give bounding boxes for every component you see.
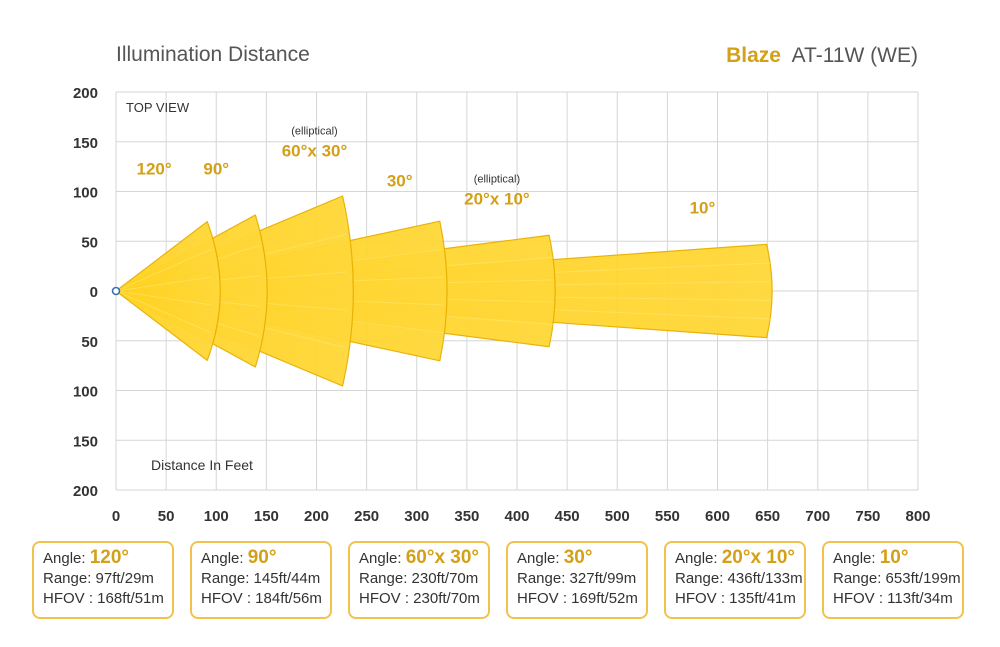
x-tick-label: 350 [454, 508, 479, 525]
beam-ray [115, 290, 212, 306]
model-name: AT-11W (WE) [792, 44, 918, 67]
spec-card-90: Angle: 90° Range: 145ft/44m HFOV : 184ft… [190, 541, 332, 619]
x-tick-label: 0 [112, 508, 120, 525]
hfov-line: HFOV : 230ft/70m [359, 590, 480, 607]
x-tick-label: 200 [304, 508, 329, 525]
axes: 0 50 100 150 200 250 300 350 400 450 500 550 600 650 7… [73, 85, 931, 525]
brand-name: Blaze [726, 44, 781, 67]
y-tick-label: 200 [73, 483, 98, 500]
y-tick-label: 50 [81, 234, 98, 251]
y-tick-label: 150 [73, 433, 98, 450]
angle-prefix: Angle: [517, 550, 560, 567]
view-label: TOP VIEW [126, 100, 190, 115]
x-axis-label: Distance In Feet [151, 457, 253, 473]
angle-line: Angle: 120° [43, 548, 172, 569]
x-tick-label: 300 [404, 508, 429, 525]
angle-line: Angle: 60°x 30° [359, 548, 488, 569]
y-tick-label: 100 [73, 185, 98, 202]
angle-line: Angle: 30° [517, 548, 646, 569]
beam-note-label: (elliptical) [291, 126, 337, 138]
angle-value: 20°x 10° [721, 547, 796, 568]
range-line: Range: 145ft/44m [201, 570, 321, 587]
spec-card-10: Angle: 10° Range: 653ft/199m HFOV : 113f… [822, 541, 964, 619]
x-tick-label: 50 [158, 508, 175, 525]
angle-line: Angle: 20°x 10° [675, 548, 804, 569]
angle-prefix: Angle: [675, 550, 718, 567]
angle-prefix: Angle: [43, 550, 86, 567]
beam-angle-label: 10° [690, 198, 716, 217]
beam-ray [115, 290, 212, 334]
spec-card-120: Angle: 120° Range: 97ft/29m HFOV : 168ft… [32, 541, 174, 619]
range-line: Range: 230ft/70m [359, 570, 479, 587]
x-tick-label: 500 [605, 508, 630, 525]
beam-angle-label: 30° [387, 172, 413, 191]
range-line: Range: 97ft/29m [43, 570, 154, 587]
y-tick-label: 50 [81, 334, 98, 351]
y-tick-label: 0 [90, 284, 98, 301]
beam-ray [115, 248, 212, 292]
hfov-line: HFOV : 168ft/51m [43, 590, 164, 607]
beam-angle-label: 120° [137, 160, 172, 179]
angle-prefix: Angle: [201, 550, 244, 567]
x-tick-label: 750 [855, 508, 880, 525]
hfov-line: HFOV : 113ft/34m [833, 590, 953, 607]
x-tick-label: 450 [555, 508, 580, 525]
x-tick-label: 400 [504, 508, 529, 525]
angle-line: Angle: 10° [833, 548, 962, 569]
spec-card-20x10: Angle: 20°x 10° Range: 436ft/133m HFOV :… [664, 541, 806, 619]
beam-0 [115, 221, 221, 361]
angle-value: 30° [563, 547, 593, 568]
beam-angle-label: 60°x 30° [282, 142, 348, 161]
x-tick-label: 700 [805, 508, 830, 525]
hfov-line: HFOV : 169ft/52m [517, 590, 638, 607]
x-tick-label: 650 [755, 508, 780, 525]
chart-title: Illumination Distance [116, 43, 310, 66]
beam-angle-label: 90° [203, 160, 229, 179]
hfov-line: HFOV : 135ft/41m [675, 590, 796, 607]
spec-card-60x30: Angle: 60°x 30° Range: 230ft/70m HFOV : … [348, 541, 490, 619]
beam-ray [115, 276, 212, 292]
spec-cards: Angle: 120° Range: 97ft/29m HFOV : 168ft… [32, 541, 972, 623]
angle-value: 120° [89, 547, 130, 568]
y-tick-label: 150 [73, 135, 98, 152]
angle-prefix: Angle: [359, 550, 402, 567]
origin-point [111, 286, 121, 296]
x-tick-label: 250 [354, 508, 379, 525]
spec-card-30: Angle: 30° Range: 327ft/99m HFOV : 169ft… [506, 541, 648, 619]
x-tick-label: 150 [254, 508, 279, 525]
range-line: Range: 653ft/199m [833, 570, 961, 587]
hfov-line: HFOV : 184ft/56m [201, 590, 322, 607]
y-tick-label: 100 [73, 384, 98, 401]
range-line: Range: 327ft/99m [517, 570, 637, 587]
angle-value: 90° [247, 547, 277, 568]
angle-prefix: Angle: [833, 550, 876, 567]
x-tick-label: 800 [905, 508, 930, 525]
angle-value: 60°x 30° [405, 547, 480, 568]
product-name: Blaze AT-11W (WE) [726, 44, 918, 67]
beam-angle-label: 20°x 10° [464, 189, 530, 208]
beam-note-label: (elliptical) [474, 173, 520, 185]
angle-value: 10° [879, 547, 909, 568]
x-tick-label: 100 [204, 508, 229, 525]
y-tick-label: 200 [73, 85, 98, 102]
x-tick-label: 600 [705, 508, 730, 525]
range-line: Range: 436ft/133m [675, 570, 803, 587]
angle-line: Angle: 90° [201, 548, 330, 569]
beams [111, 195, 773, 387]
beam-shape [115, 221, 221, 361]
x-tick-label: 550 [655, 508, 680, 525]
